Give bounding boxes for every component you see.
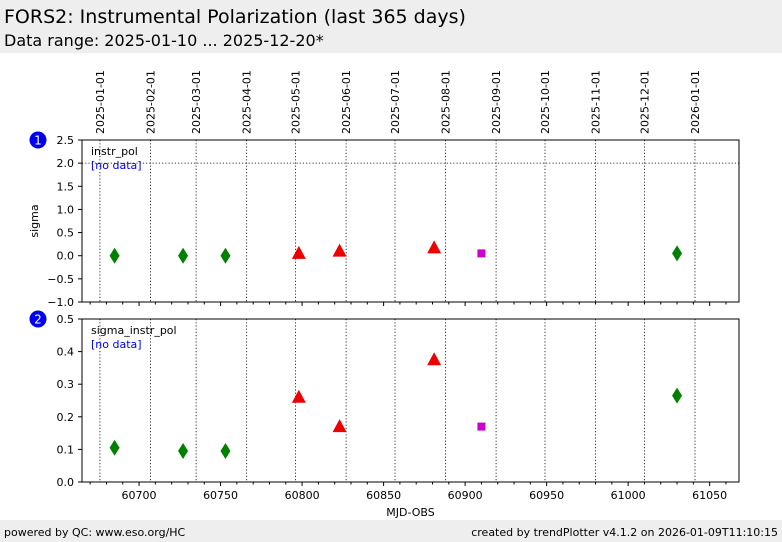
date-tick-label: 2025-12-01 [638, 70, 651, 134]
data-point-diamond [178, 247, 189, 264]
header-bar: FORS2: Instrumental Polarization (last 3… [0, 0, 782, 53]
plot-frame [81, 139, 740, 303]
y-axis-label: sigma [28, 204, 41, 237]
panel-label: instr_pol [91, 145, 138, 158]
data-point-diamond [220, 247, 231, 264]
y-tick-label: 1.0 [57, 203, 75, 216]
y-tick-label: 1.5 [57, 180, 75, 193]
data-point-diamond [220, 443, 231, 460]
data-point-triangle [291, 245, 306, 259]
data-point-diamond [672, 245, 683, 262]
data-range-subtitle: Data range: 2025-01-10 ... 2025-12-20* [4, 31, 324, 50]
y-tick-label: 2.0 [57, 157, 75, 170]
y-tick-label: 2.5 [57, 134, 75, 147]
x-tick-label: 61000 [611, 489, 646, 502]
footer-powered-by: powered by QC: www.eso.org/HC [4, 526, 186, 539]
y-tick-label: 0.4 [57, 346, 75, 359]
date-tick-label: 2025-06-01 [340, 70, 353, 134]
date-tick-label: 2025-01-01 [94, 70, 107, 134]
panel-badge-number: 1 [34, 134, 42, 148]
data-point-diamond [109, 439, 120, 456]
date-tick-label: 2025-07-01 [389, 70, 402, 134]
date-tick-label: 2025-08-01 [440, 70, 453, 134]
y-tick-label: −0.5 [47, 273, 74, 286]
date-tick-label: 2025-04-01 [241, 70, 254, 134]
no-data-note: [no data] [91, 338, 142, 351]
x-axis-label: MJD-OBS [386, 506, 434, 519]
no-data-note: [no data] [91, 159, 142, 172]
panel-label: sigma_instr_pol [91, 324, 177, 337]
date-tick-label: 2025-11-01 [590, 70, 603, 134]
x-tick-label: 61050 [692, 489, 727, 502]
panel-badge [29, 131, 47, 149]
footer-bar: powered by QC: www.eso.org/HC created by… [0, 520, 782, 542]
date-tick-label: 2025-09-01 [490, 70, 503, 134]
x-tick-label: 60950 [529, 489, 564, 502]
x-tick-label: 60700 [122, 489, 157, 502]
y-tick-label: 0.5 [57, 313, 75, 326]
data-point-triangle [291, 389, 306, 403]
x-tick-label: 60800 [285, 489, 320, 502]
panel-badge-number: 2 [34, 313, 42, 327]
y-tick-label: 0.3 [57, 378, 75, 391]
date-tick-label: 2025-02-01 [144, 70, 157, 134]
page-title: FORS2: Instrumental Polarization (last 3… [4, 6, 466, 28]
y-tick-label: −1.0 [47, 296, 74, 309]
y-tick-label: 0.0 [57, 250, 75, 263]
data-point-triangle [332, 243, 347, 257]
data-point-diamond [178, 443, 189, 460]
data-point-triangle [427, 352, 442, 366]
date-tick-label: 2025-03-01 [190, 70, 203, 134]
date-tick-label: 2025-10-01 [539, 70, 552, 134]
x-tick-label: 60750 [203, 489, 238, 502]
plot-frame [81, 318, 740, 483]
x-tick-label: 60900 [448, 489, 483, 502]
y-tick-label: 0.2 [57, 411, 75, 424]
data-point-square [477, 422, 486, 431]
date-tick-label: 2025-05-01 [290, 70, 303, 134]
data-point-diamond [672, 387, 683, 404]
y-tick-label: 0.0 [57, 476, 75, 489]
date-tick-label: 2026-01-01 [689, 70, 702, 134]
panel-badge [29, 310, 47, 328]
y-tick-label: 0.1 [57, 443, 75, 456]
data-point-triangle [332, 419, 347, 433]
data-point-triangle [427, 240, 442, 254]
data-point-diamond [109, 247, 120, 264]
data-point-square [477, 249, 486, 258]
y-tick-label: 0.5 [57, 227, 75, 240]
footer-created-by: created by trendPlotter v4.1.2 on 2026-0… [471, 526, 778, 539]
x-tick-label: 60850 [366, 489, 401, 502]
